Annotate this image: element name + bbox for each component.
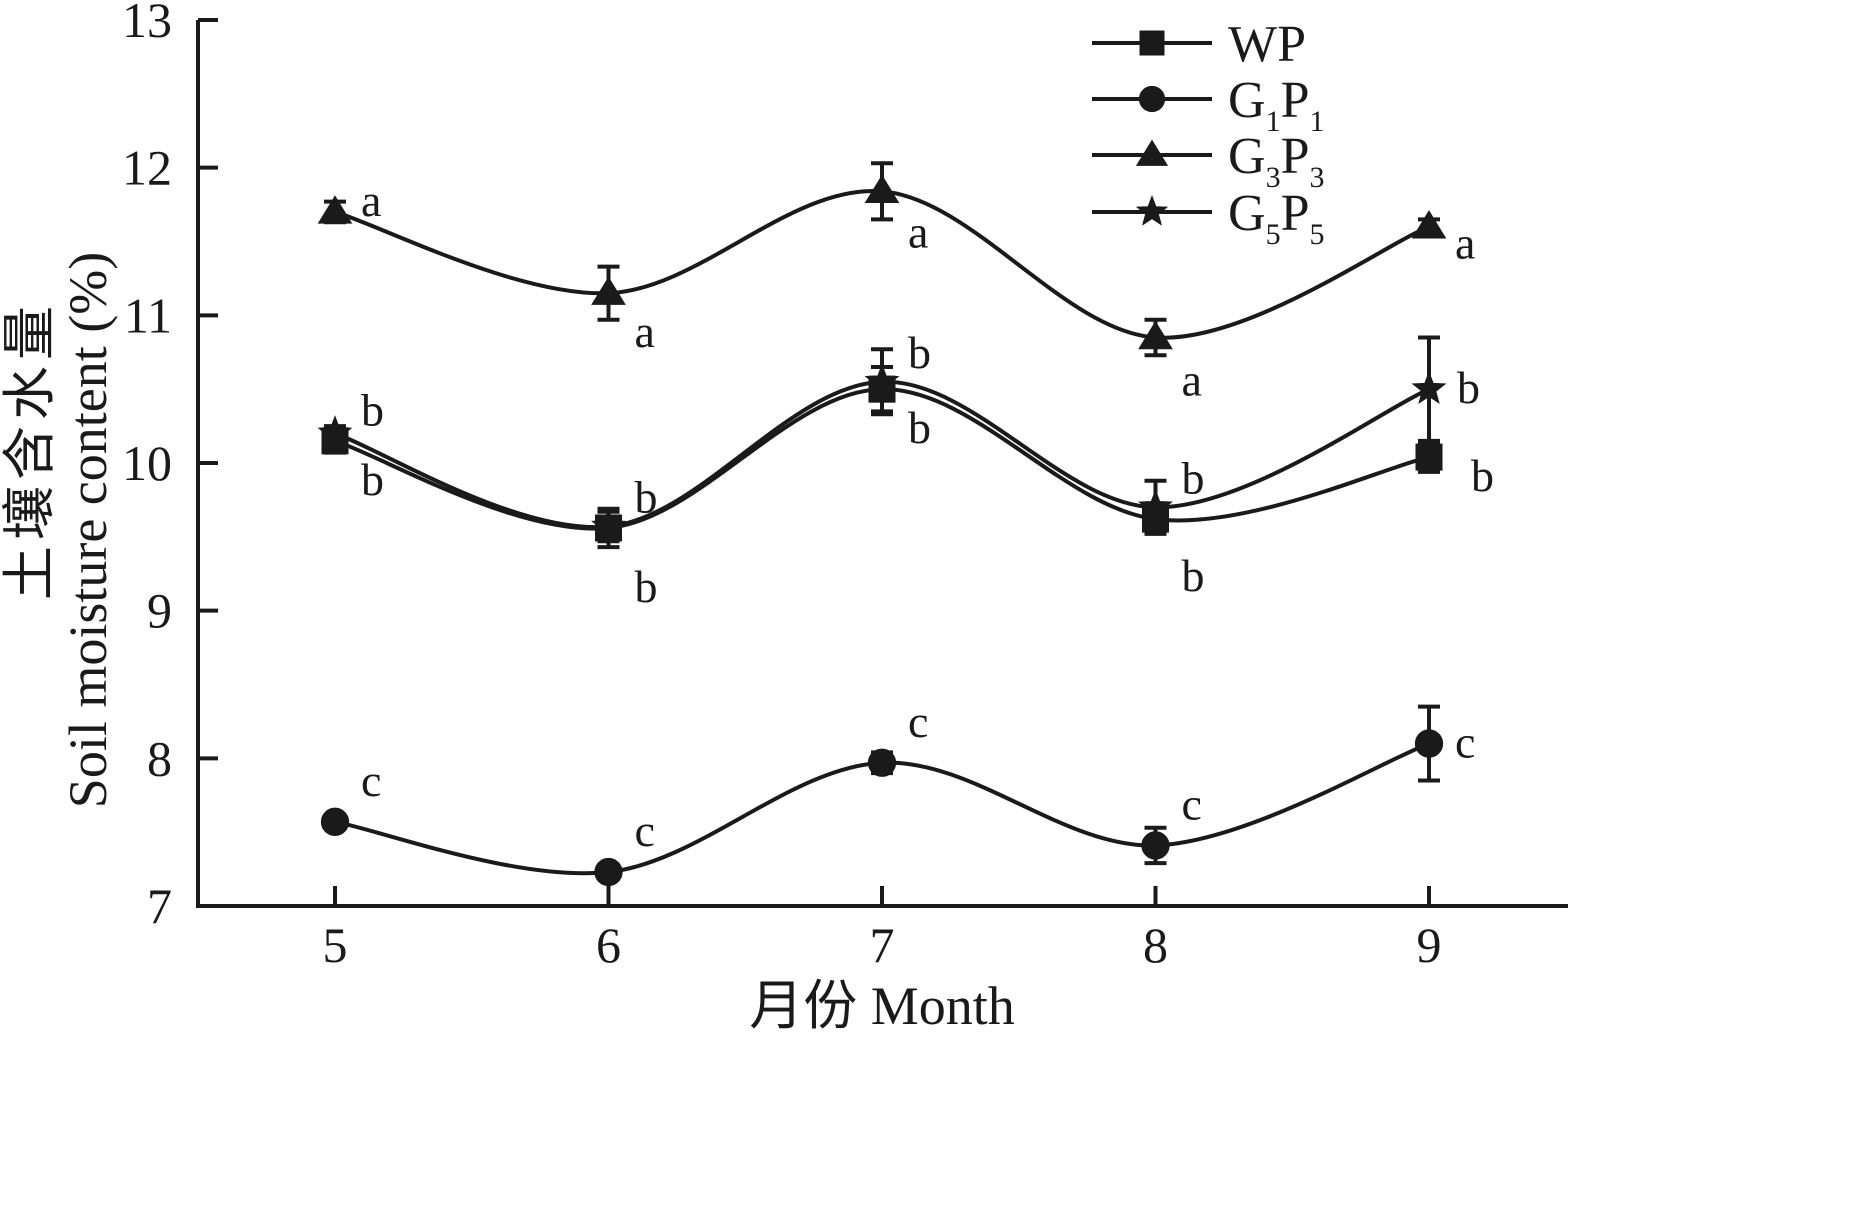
legend-marker-g1p1	[1138, 85, 1166, 113]
sig-label-wp: b	[1182, 550, 1205, 601]
y-tick-label: 10	[122, 435, 172, 491]
legend-label-g1p1: G1P1	[1228, 72, 1324, 138]
legend-letter: G	[1228, 72, 1266, 129]
x-ticks: 5 6 7 8 9	[323, 886, 1442, 973]
legend-marker-wp	[1139, 30, 1165, 56]
marker-wp	[1415, 443, 1443, 471]
y-tick-label: 12	[122, 140, 172, 196]
legend-subscript: 3	[1266, 161, 1281, 194]
marker-g3p3	[1411, 210, 1447, 239]
marker-g3p3	[1138, 320, 1173, 350]
sig-label-g1p1: c	[908, 696, 928, 747]
legend-label-g3p3: G3P3	[1228, 128, 1324, 194]
sig-label-g5p5: b	[908, 327, 931, 378]
marker-g5p5	[591, 508, 626, 542]
sig-label-g5p5: b	[1182, 452, 1205, 503]
legend-letter: P	[1281, 185, 1310, 242]
legend-subscript: 5	[1266, 218, 1281, 251]
legend-letter: G	[1228, 185, 1266, 242]
marker-g1p1	[320, 807, 350, 836]
legend-letter: G	[1228, 128, 1266, 185]
legend-subscript: 1	[1309, 105, 1324, 138]
sig-label-g1p1: c	[1455, 717, 1475, 768]
marker-g1p1	[867, 748, 897, 777]
x-tick-label: 7	[870, 917, 895, 973]
marker-g5p5	[1411, 370, 1447, 404]
sig-label-wp: b	[361, 454, 384, 505]
sig-label-wp: b	[908, 402, 931, 453]
marker-g1p1	[594, 857, 623, 887]
x-tick-label: 6	[596, 917, 621, 973]
marker-g1p1	[1141, 831, 1170, 860]
y-axis-title-cn: 土壤含水量	[0, 300, 60, 600]
y-tick-label: 11	[124, 287, 172, 343]
sig-label-g3p3: a	[1455, 218, 1475, 269]
sig-label-wp: b	[1471, 450, 1494, 501]
legend-subscript: 5	[1309, 218, 1324, 251]
legend-label-wp: WP	[1228, 16, 1306, 73]
sig-label-g1p1: c	[635, 805, 655, 856]
sig-label-g1p1: c	[361, 755, 381, 806]
marker-g3p3	[864, 174, 900, 204]
legend-subscript: 1	[1266, 105, 1281, 138]
sig-label-g5p5: b	[635, 471, 658, 522]
y-axis-title-en: Soil moisture content (%)	[58, 252, 118, 808]
x-axis-title: 月份 Month	[749, 976, 1015, 1036]
sig-label-g3p3: a	[635, 306, 655, 357]
sig-label-g3p3: a	[1182, 354, 1202, 405]
marker-g3p3	[317, 195, 353, 224]
sig-label-g5p5: b	[1457, 362, 1480, 413]
y-tick-label: 7	[147, 878, 172, 934]
legend-subscript: 3	[1309, 161, 1324, 194]
sig-label-g3p3: a	[908, 206, 928, 257]
series-markers	[317, 174, 1447, 887]
legend-marker-g3p3	[1135, 139, 1169, 166]
legend-letter: P	[1281, 72, 1310, 129]
y-tick-label: 9	[147, 583, 172, 639]
x-tick-label: 5	[323, 917, 348, 973]
marker-g5p5	[864, 363, 900, 397]
y-tick-label: 8	[147, 730, 172, 786]
legend-letter: P	[1281, 128, 1310, 185]
marker-g5p5	[1138, 488, 1173, 523]
sig-label-wp: b	[635, 561, 658, 612]
marker-g3p3	[591, 276, 626, 305]
y-tick-label: 13	[122, 0, 172, 48]
sig-label-g5p5: b	[361, 384, 384, 435]
x-tick-label: 8	[1143, 917, 1168, 973]
marker-g1p1	[1414, 729, 1444, 758]
sig-label-g1p1: c	[1182, 778, 1202, 829]
sig-label-g3p3: a	[361, 175, 381, 226]
marker-g5p5	[317, 415, 353, 449]
y-ticks: 7 8 9 10 11 12 13	[122, 0, 218, 934]
legend-marker-g5p5	[1135, 194, 1169, 226]
legend-label-g5p5: G5P5	[1228, 185, 1324, 251]
x-tick-label: 9	[1417, 917, 1442, 973]
